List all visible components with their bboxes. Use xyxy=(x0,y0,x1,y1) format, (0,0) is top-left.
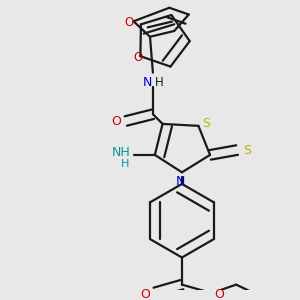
Text: H: H xyxy=(155,76,164,89)
Text: O: O xyxy=(134,51,143,64)
Text: O: O xyxy=(214,288,224,300)
Text: O: O xyxy=(124,16,133,29)
Text: S: S xyxy=(202,117,210,130)
Text: N: N xyxy=(142,76,152,89)
Text: NH: NH xyxy=(112,146,130,160)
Text: H: H xyxy=(121,159,129,169)
Text: N: N xyxy=(175,176,185,188)
Text: O: O xyxy=(111,116,121,128)
Text: S: S xyxy=(243,144,251,157)
Text: O: O xyxy=(140,288,150,300)
